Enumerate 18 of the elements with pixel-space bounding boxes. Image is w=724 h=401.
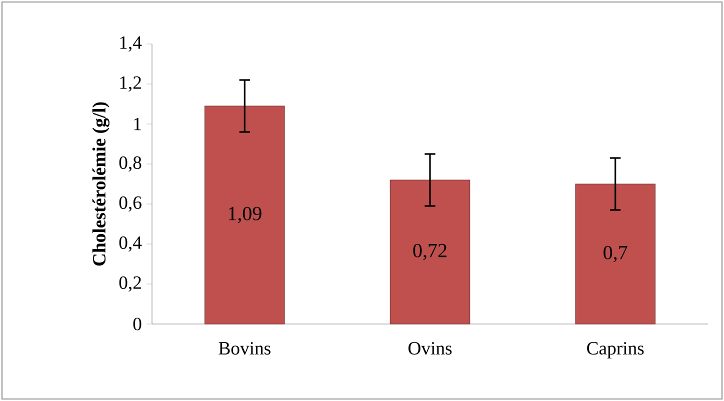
y-tick-label: 0 [133,318,142,330]
x-tick-label: Caprins [587,342,644,358]
y-axis-title: Cholestérolémie (g/l) [92,102,110,266]
y-tick-label: 1,2 [120,76,141,92]
bar [204,106,285,324]
y-tick-label: 0,4 [119,236,142,252]
y-tick-label: 1 [134,118,141,130]
y-tick-label: 0,6 [119,196,142,212]
x-tick-label: Ovins [408,342,452,355]
data-label: 1,09 [228,206,262,224]
y-tick-label: 0,8 [119,156,142,172]
bar [390,180,470,324]
y-tick-label: 1,4 [120,36,142,52]
y-tick-label: 0,2 [119,276,141,292]
data-label: 0,7 [604,246,628,262]
data-label: 0,72 [413,244,446,260]
bar [575,184,656,324]
x-tick-label: Bovins [218,342,270,355]
